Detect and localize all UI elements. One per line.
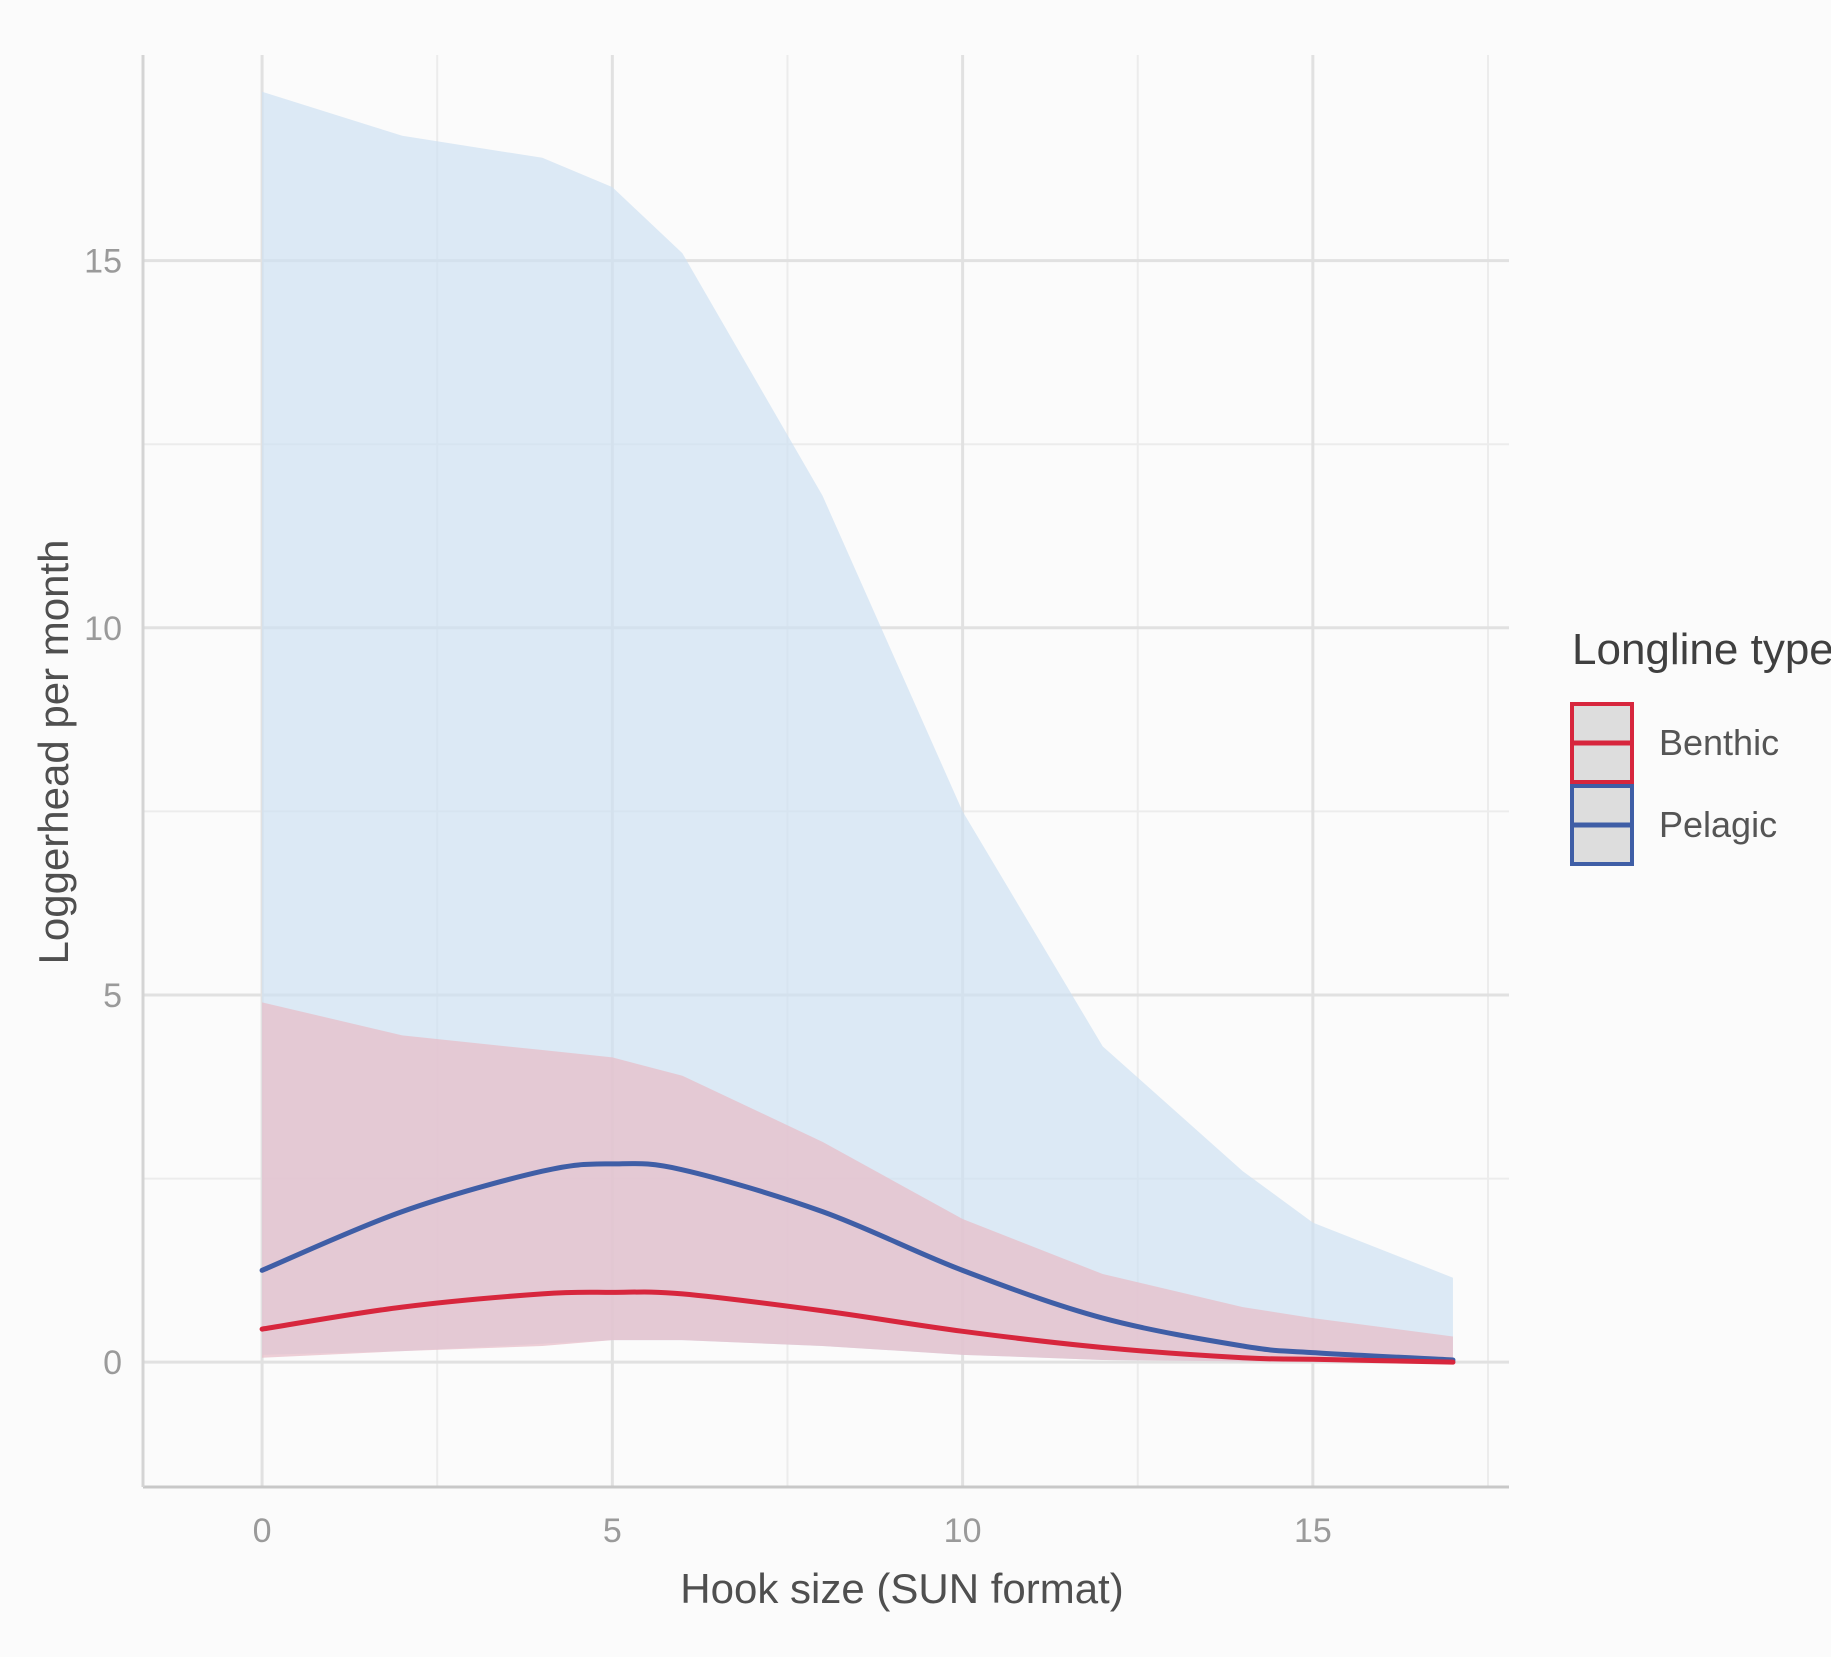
legend-title: Longline type — [1572, 625, 1831, 674]
pelagic-confidence-band — [262, 91, 1453, 1363]
y-axis-title: Loggerhead per month — [30, 540, 77, 965]
x-tick-label-layer: 0 5 10 15 — [253, 1512, 1332, 1550]
x-axis-title: Hook size (SUN format) — [680, 1565, 1123, 1612]
x-tick-label: 10 — [944, 1512, 982, 1550]
pelagic-line — [259, 1161, 1456, 1363]
x-tick-label: 15 — [1294, 1512, 1332, 1550]
benthic-line — [259, 1289, 1456, 1365]
benthic-confidence-band — [262, 1002, 1453, 1363]
y-tick-label-layer: 0 5 10 15 — [84, 243, 122, 1383]
legend-item: Pelagic — [1570, 784, 1777, 866]
x-tick-label: 0 — [253, 1512, 272, 1550]
y-tick-label: 5 — [103, 977, 122, 1015]
y-tick-label: 15 — [84, 243, 122, 281]
series-line-layer — [259, 1161, 1456, 1365]
x-tick-label: 5 — [603, 1512, 622, 1550]
y-tick-label: 0 — [103, 1344, 122, 1382]
legend-label: Pelagic — [1659, 804, 1777, 845]
legend: Longline type Benthic Pelagic — [1570, 625, 1831, 866]
legend-label: Benthic — [1659, 722, 1779, 763]
legend-item: Benthic — [1570, 702, 1779, 784]
confidence-band-layer — [262, 91, 1453, 1363]
y-tick-label: 10 — [84, 610, 122, 648]
